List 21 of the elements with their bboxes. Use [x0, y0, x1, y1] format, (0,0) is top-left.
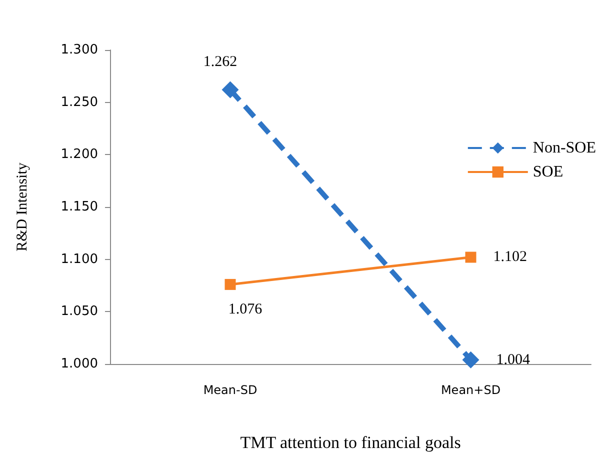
data-label: 1.262 — [203, 54, 238, 70]
legend-label: Non-SOE — [532, 140, 596, 156]
x-tick-label: Mean+SD — [440, 383, 501, 397]
point — [465, 252, 476, 263]
y-tick-label: 1.050 — [60, 304, 98, 320]
y-tick-label: 1.150 — [60, 200, 98, 214]
y-tick-label: 1.300 — [60, 42, 98, 58]
point — [462, 351, 480, 368]
x-axis-title: TMT attention to financial goals — [240, 433, 461, 452]
data-label: 1.102 — [493, 249, 527, 266]
point — [222, 81, 239, 98]
y-tick-label: 1.000 — [60, 356, 98, 372]
data-label: 1.004 — [496, 352, 530, 368]
point — [224, 278, 236, 290]
x-tick-label: Mean-SD — [203, 383, 258, 397]
legend-label: SOE — [532, 164, 564, 180]
y-axis-title: R&D Intensity — [14, 162, 30, 252]
y-tick-label: 1.100 — [60, 252, 98, 267]
y-tick-label: 1.250 — [60, 94, 98, 110]
y-tick-label: 1.200 — [60, 147, 98, 162]
data-label: 1.076 — [228, 301, 263, 318]
